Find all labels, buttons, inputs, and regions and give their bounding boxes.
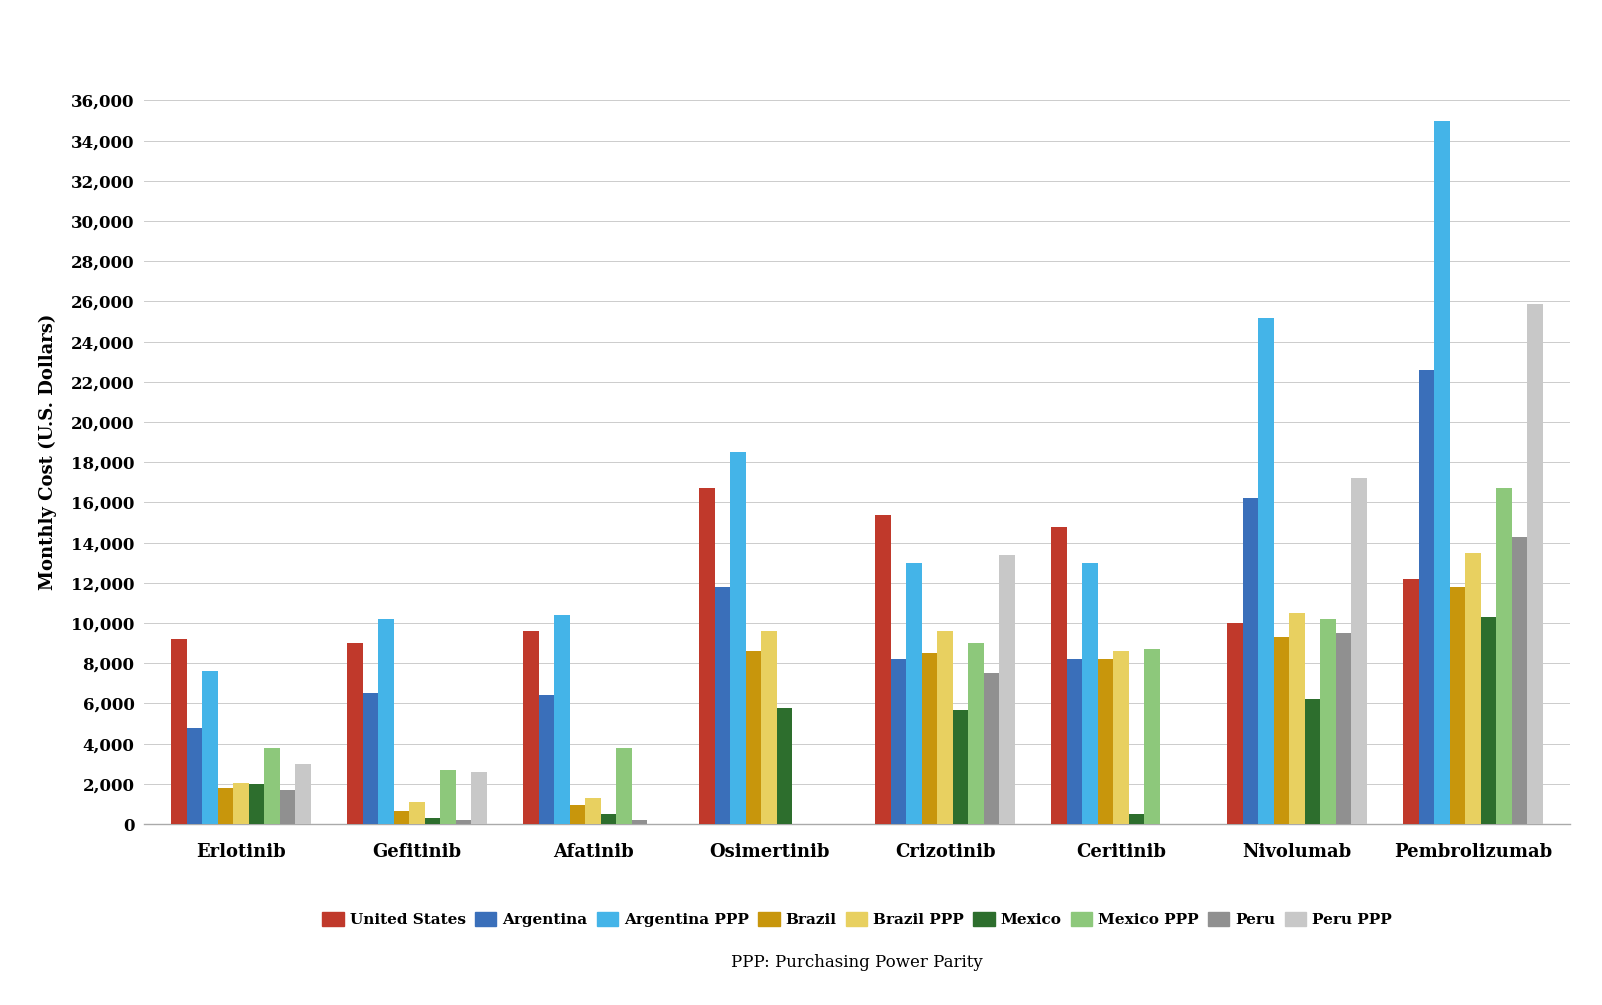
Bar [1290, 613, 1306, 824]
Bar [378, 619, 394, 824]
Bar [1336, 633, 1352, 824]
Bar [1403, 579, 1419, 824]
Bar [1129, 814, 1144, 824]
Bar [631, 820, 647, 824]
Bar [1000, 555, 1014, 824]
Bar [280, 790, 295, 824]
Bar [234, 783, 248, 824]
Bar [1144, 649, 1160, 824]
Bar [1243, 498, 1259, 824]
Bar [455, 820, 471, 824]
Bar [425, 818, 441, 824]
Bar [1274, 637, 1290, 824]
Bar [570, 805, 585, 824]
Bar [1527, 304, 1543, 824]
Bar [409, 802, 425, 824]
Bar [538, 695, 554, 824]
Bar [1512, 537, 1527, 824]
Bar [937, 631, 953, 824]
Bar [524, 631, 538, 824]
Bar [554, 615, 570, 824]
Legend: United States, Argentina, Argentina PPP, Brazil, Brazil PPP, Mexico, Mexico PPP,: United States, Argentina, Argentina PPP,… [316, 907, 1399, 934]
Bar [295, 764, 311, 824]
Bar [984, 673, 1000, 824]
Bar [731, 452, 747, 824]
Bar [1434, 121, 1450, 824]
Y-axis label: Monthly Cost (U.S. Dollars): Monthly Cost (U.S. Dollars) [38, 314, 58, 590]
Bar [1466, 553, 1480, 824]
Bar [394, 811, 409, 824]
Bar [891, 659, 907, 824]
Bar [1496, 488, 1512, 824]
Bar [348, 643, 362, 824]
Bar [953, 710, 968, 824]
Bar [907, 563, 921, 824]
Bar [875, 515, 891, 824]
Bar [1306, 699, 1320, 824]
Bar [1097, 659, 1113, 824]
Bar [968, 643, 984, 824]
Bar [441, 770, 455, 824]
Bar [1227, 623, 1243, 824]
Bar [777, 708, 793, 824]
Bar [1113, 651, 1129, 824]
Bar [921, 653, 937, 824]
Bar [601, 814, 617, 824]
Text: PPP: Purchasing Power Parity: PPP: Purchasing Power Parity [731, 954, 984, 971]
Bar [264, 748, 280, 824]
Bar [1480, 617, 1496, 824]
Bar [218, 788, 234, 824]
Bar [714, 587, 731, 824]
Bar [1259, 318, 1274, 824]
Bar [362, 693, 378, 824]
Bar [747, 651, 761, 824]
Bar [1320, 619, 1336, 824]
Bar [1419, 370, 1434, 824]
Bar [1083, 563, 1097, 824]
Bar [248, 784, 264, 824]
Bar [471, 772, 487, 824]
Bar [617, 748, 631, 824]
Bar [700, 488, 714, 824]
Bar [1352, 478, 1367, 824]
Bar [202, 671, 218, 824]
Bar [1067, 659, 1083, 824]
Bar [187, 728, 202, 824]
Bar [171, 639, 187, 824]
Bar [585, 798, 601, 824]
Bar [761, 631, 777, 824]
Bar [1051, 527, 1067, 824]
Bar [1450, 587, 1466, 824]
